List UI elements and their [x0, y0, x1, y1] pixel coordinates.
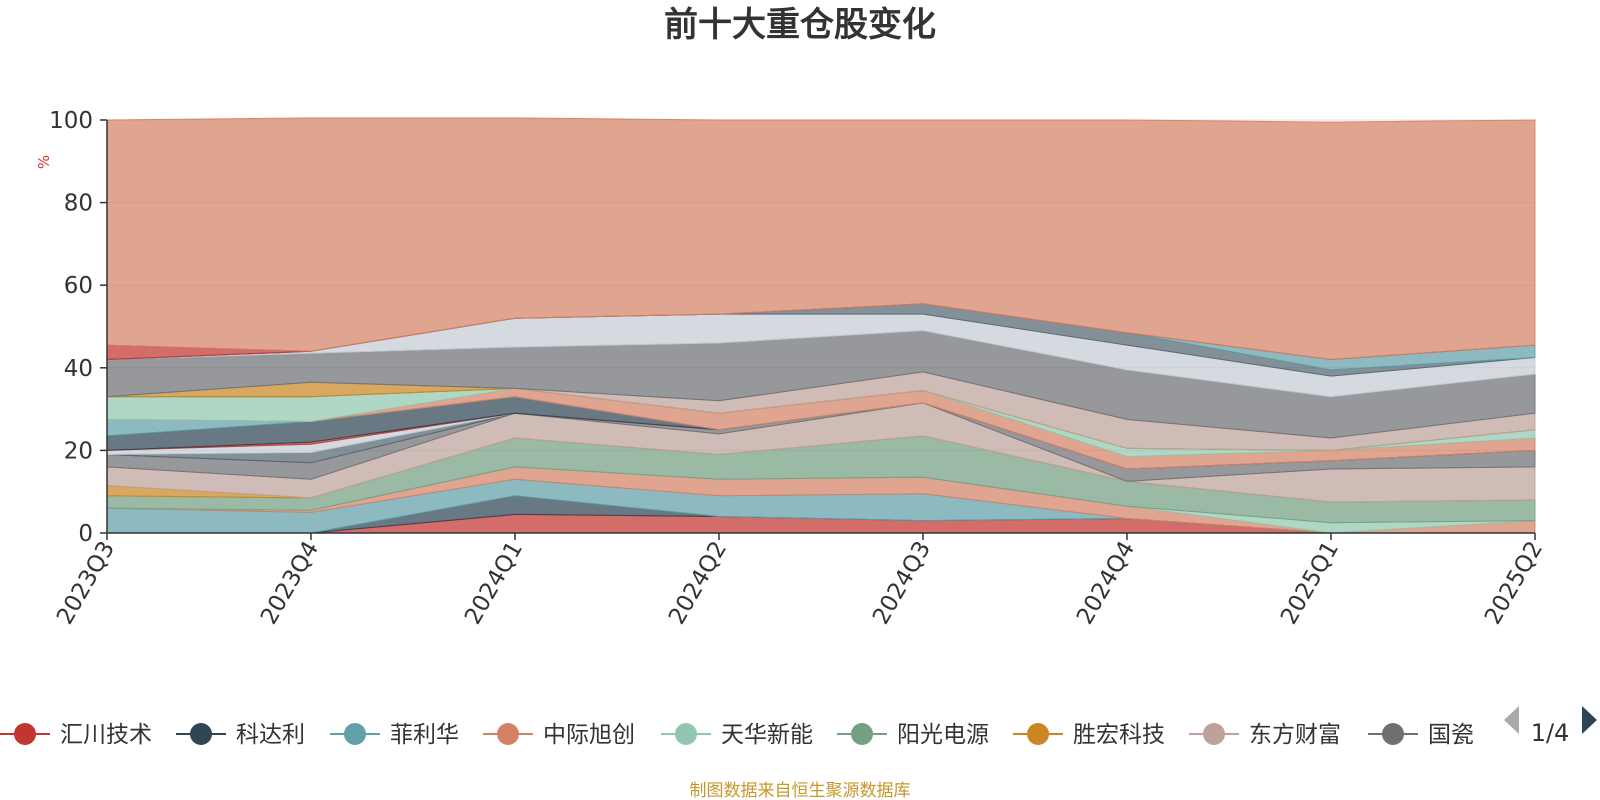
- legend-circle-icon: [14, 723, 36, 745]
- legend-circle-icon: [190, 723, 212, 745]
- legend[interactable]: 汇川技术 科达利 菲利华 中际旭创 天华新能 阳光电源 胜宏科技 东方财富 国瓷: [0, 722, 1474, 748]
- legend-item-2[interactable]: 科达利: [176, 722, 305, 748]
- x-tick-label: 2024Q2: [664, 537, 732, 629]
- legend-circle-icon: [497, 723, 519, 745]
- x-tick-label: 2024Q3: [868, 537, 936, 629]
- x-tick-label: 2025Q1: [1276, 537, 1344, 629]
- legend-item-3[interactable]: 菲利华: [330, 722, 459, 748]
- legend-item-6[interactable]: 阳光电源: [837, 722, 989, 748]
- legend-item-4[interactable]: 中际旭创: [483, 722, 635, 748]
- legend-label: 天华新能: [721, 722, 813, 748]
- legend-circle-icon: [1203, 723, 1225, 745]
- chart-title: 前十大重仓股变化: [664, 5, 936, 45]
- x-tick-label: 2023Q4: [256, 537, 324, 629]
- y-tick-label: 20: [64, 438, 93, 464]
- legend-circle-icon: [344, 723, 366, 745]
- legend-circle-icon: [1027, 723, 1049, 745]
- y-tick-label: 0: [78, 521, 93, 547]
- legend-label: 国瓷: [1428, 722, 1474, 748]
- legend-circle-icon: [1382, 723, 1404, 745]
- data-source-note: 制图数据来自恒生聚源数据库: [690, 781, 911, 800]
- legend-label: 东方财富: [1249, 722, 1341, 748]
- x-tick-label: 2024Q4: [1072, 537, 1140, 629]
- legend-circle-icon: [675, 723, 697, 745]
- legend-label: 中际旭创: [543, 722, 635, 748]
- legend-item-7[interactable]: 胜宏科技: [1013, 722, 1165, 748]
- legend-label: 胜宏科技: [1073, 722, 1165, 748]
- legend-next-icon[interactable]: [1582, 706, 1597, 734]
- y-axis-label: %: [35, 155, 53, 169]
- y-tick-label: 80: [64, 191, 93, 217]
- area-series: [106, 117, 1536, 534]
- legend-circle-icon: [851, 723, 873, 745]
- legend-pager[interactable]: 1/4: [1504, 706, 1597, 747]
- legend-label: 菲利华: [390, 722, 459, 748]
- legend-prev-icon[interactable]: [1504, 706, 1519, 734]
- x-tick-label: 2025Q2: [1480, 537, 1548, 629]
- legend-label: 汇川技术: [60, 722, 152, 748]
- y-tick-label: 100: [49, 108, 93, 134]
- legend-label: 科达利: [236, 722, 305, 748]
- legend-item-8[interactable]: 东方财富: [1189, 722, 1341, 748]
- legend-item-9[interactable]: 国瓷: [1368, 722, 1474, 748]
- x-tick-label: 2024Q1: [460, 537, 528, 629]
- legend-page-indicator: 1/4: [1531, 719, 1570, 747]
- y-tick-label: 40: [64, 356, 93, 382]
- y-tick-label: 60: [64, 273, 93, 299]
- area-series-25: [106, 117, 1536, 361]
- x-tick-label: 2023Q3: [52, 537, 120, 629]
- legend-label: 阳光电源: [897, 722, 989, 748]
- legend-item-5[interactable]: 天华新能: [661, 722, 813, 748]
- legend-item-1[interactable]: 汇川技术: [0, 722, 152, 748]
